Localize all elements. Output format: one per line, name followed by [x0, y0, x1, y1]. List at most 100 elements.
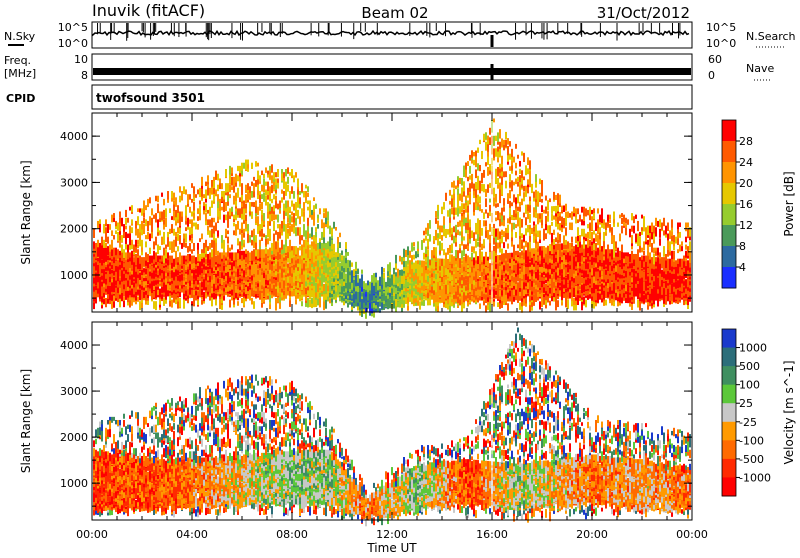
range-cell: [165, 245, 167, 249]
range-cell: [323, 301, 325, 310]
range-cell: [145, 252, 147, 260]
range-cell: [429, 234, 431, 241]
range-cell: [231, 252, 233, 261]
range-cell: [245, 194, 247, 203]
range-cell: [175, 237, 177, 241]
range-cell: [193, 197, 195, 201]
range-cell: [209, 243, 211, 249]
range-cell: [267, 238, 269, 244]
range-cell: [343, 301, 345, 305]
range-cell: [349, 260, 351, 267]
range-cell: [283, 245, 285, 254]
range-cell: [309, 207, 311, 215]
range-cell: [209, 230, 211, 237]
range-cell: [277, 169, 279, 177]
range-cell: [211, 240, 213, 248]
range-cell: [193, 243, 195, 251]
range-cell: [161, 237, 163, 245]
range-cell: [285, 182, 287, 191]
range-cell: [347, 252, 349, 256]
range-cell: [283, 191, 285, 200]
range-cell: [179, 298, 181, 305]
range-cell: [299, 191, 301, 195]
range-cell: [295, 246, 297, 254]
range-cell: [309, 249, 311, 257]
range-cell: [287, 229, 289, 234]
range-cell: [229, 300, 231, 308]
range-cell: [95, 243, 97, 251]
range-cell: [407, 246, 409, 255]
range-cell: [177, 205, 179, 213]
range-cell: [295, 172, 297, 177]
range-cell: [287, 211, 289, 217]
range-cell: [405, 250, 407, 257]
range-cell: [299, 227, 301, 235]
range-cell: [405, 261, 407, 267]
range-cell: [395, 255, 397, 263]
range-cell: [171, 216, 173, 220]
range-cell: [105, 227, 107, 235]
range-cell: [195, 257, 197, 263]
range-cell: [243, 240, 245, 244]
range-cell: [189, 207, 191, 213]
range-cell: [283, 172, 285, 178]
range-cell: [259, 191, 261, 195]
range-cell: [271, 185, 273, 193]
range-cell: [143, 268, 145, 272]
range-cell: [421, 261, 423, 268]
range-cell: [321, 219, 323, 228]
range-cell: [293, 213, 295, 222]
range-cell: [233, 177, 235, 186]
range-cell: [257, 216, 259, 223]
range-cell: [243, 232, 245, 238]
range-cell: [201, 252, 203, 257]
range-cell: [283, 180, 285, 188]
freq-strip-frame: [92, 54, 692, 80]
range-cell: [101, 237, 103, 246]
range-cell: [369, 282, 371, 291]
range-cell: [163, 232, 165, 241]
range-cell: [191, 211, 193, 216]
range-cell: [179, 235, 181, 244]
range-cell: [285, 246, 287, 253]
range-cell: [187, 254, 189, 263]
range-cell: [119, 211, 121, 217]
range-cell: [219, 301, 221, 309]
range-cell: [203, 202, 205, 206]
range-cell: [241, 186, 243, 195]
range-cell: [169, 256, 171, 265]
range-cell: [115, 230, 117, 234]
range-cell: [257, 171, 259, 180]
range-cell: [251, 230, 253, 236]
range-cell: [235, 232, 237, 236]
range-cell: [137, 208, 139, 212]
range-cell: [175, 232, 177, 237]
range-cell: [111, 215, 113, 223]
range-cell: [261, 185, 263, 192]
range-cell: [145, 241, 147, 247]
range-cell: [251, 163, 253, 169]
range-cell: [241, 251, 243, 255]
range-cell: [273, 194, 275, 199]
range-cell: [333, 244, 335, 251]
range-cell: [337, 253, 339, 257]
range-cell: [375, 273, 377, 278]
range-cell: [177, 301, 179, 308]
range-cell: [261, 194, 263, 199]
range-cell: [245, 215, 247, 221]
range-cell: [415, 261, 417, 269]
range-cell: [119, 251, 121, 255]
range-cell: [303, 191, 305, 197]
range-cell: [149, 248, 151, 254]
range-cell: [305, 230, 307, 239]
range-cell: [275, 215, 277, 220]
range-cell: [111, 230, 113, 236]
range-cell: [119, 218, 121, 224]
range-cell: [361, 274, 363, 281]
range-cell: [287, 222, 289, 228]
range-cell: [251, 191, 253, 198]
range-cell: [319, 267, 321, 276]
range-cell: [149, 216, 151, 223]
